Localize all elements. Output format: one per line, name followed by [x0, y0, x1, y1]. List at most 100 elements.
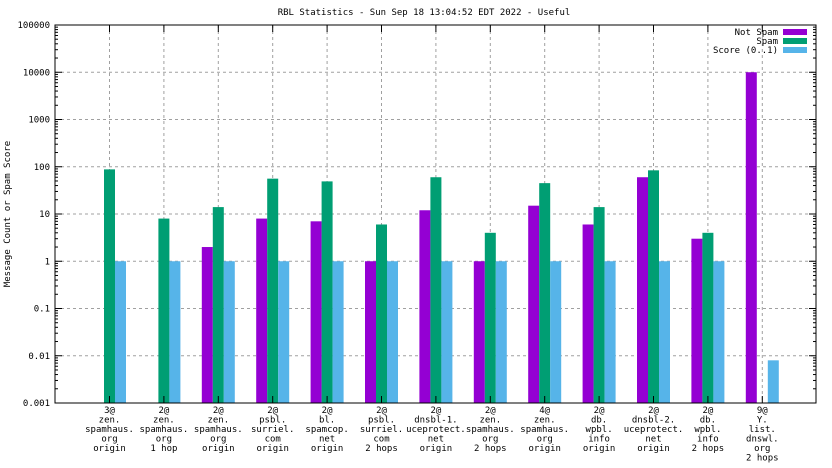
x-tick-label: com [373, 435, 389, 445]
x-tick-label: net [645, 435, 661, 445]
bar-score-0-1 [767, 360, 779, 403]
bar-not-spam [691, 238, 703, 403]
x-tick-label: db. [591, 416, 607, 426]
y-tick-label: 1 [45, 257, 50, 267]
x-tick-label: com [265, 435, 281, 445]
x-tick-label: wpbl. [694, 425, 721, 435]
bar-spam [539, 183, 551, 403]
bar-score-0-1 [604, 261, 616, 403]
x-tick-label: net [428, 435, 444, 445]
bar-not-spam [637, 177, 648, 403]
x-tick-label: uceprotect. [624, 425, 684, 435]
x-tick-label: psbl. [259, 416, 286, 426]
bar-score-0-1 [115, 261, 126, 403]
x-tick-label: 1 hop [150, 444, 177, 454]
x-tick-label: spamhaus. [520, 425, 569, 435]
bar-score-0-1 [169, 261, 181, 403]
x-tick-label: zen. [153, 416, 175, 426]
x-tick-label: origin [311, 444, 344, 454]
x-tick-label: org [754, 444, 770, 454]
x-tick-label: origin [583, 444, 616, 454]
x-tick-label: zen. [207, 416, 229, 426]
bars [104, 72, 779, 403]
x-tick-label: 2@ [322, 406, 333, 416]
x-tick-label: org [210, 435, 226, 445]
bar-score-0-1 [441, 261, 453, 403]
x-tick-label: info [697, 435, 719, 445]
y-tick-label: 0.001 [23, 399, 50, 409]
x-tick-label: 2@ [267, 406, 278, 416]
x-tick-label: bl. [319, 416, 335, 426]
x-tick-label: spamhaus. [194, 425, 243, 435]
x-tick-label: 2@ [485, 406, 496, 416]
bar-spam [648, 170, 659, 403]
bar-score-0-1 [278, 261, 290, 403]
axes: 1000001000010001001010.10.010.0013@zen.s… [17, 21, 817, 464]
bar-not-spam [310, 221, 322, 403]
y-tick-label: 100000 [17, 21, 50, 31]
legend-swatch [783, 29, 807, 35]
bar-score-0-1 [495, 261, 507, 403]
x-tick-label: dnsbl-2. [632, 416, 675, 426]
x-tick-label: org [101, 435, 117, 445]
x-tick-label: origin [202, 444, 235, 454]
x-tick-label: psbl. [368, 416, 395, 426]
bar-spam [430, 177, 442, 403]
x-tick-label: info [588, 435, 610, 445]
x-tick-label: list. [749, 425, 776, 435]
x-tick-label: spamhaus. [140, 425, 189, 435]
legend-swatch [783, 47, 807, 53]
bar-score-0-1 [223, 261, 235, 403]
x-tick-label: uceprotect. [406, 425, 466, 435]
bar-score-0-1 [387, 261, 398, 403]
x-tick-label: dnswl. [746, 435, 779, 445]
chart-title: RBL Statistics - Sun Sep 18 13:04:52 EDT… [278, 8, 571, 18]
x-tick-label: 2 hops [474, 444, 507, 454]
x-tick-label: origin [256, 444, 289, 454]
legend-swatch [783, 38, 807, 44]
x-tick-label: surriel. [251, 425, 294, 435]
x-tick-label: 3@ [104, 406, 115, 416]
bar-not-spam [419, 210, 431, 403]
x-tick-label: spamcop. [305, 425, 348, 435]
x-tick-label: origin [420, 444, 453, 454]
x-tick-label: 9@ [757, 406, 768, 416]
bar-spam [212, 207, 224, 403]
x-tick-label: org [537, 435, 553, 445]
bar-score-0-1 [659, 261, 670, 403]
x-tick-label: dnsbl-1. [414, 416, 457, 426]
x-tick-label: 2 hops [692, 444, 725, 454]
x-tick-label: 2@ [648, 406, 659, 416]
bar-spam [158, 218, 170, 403]
x-tick-label: 2@ [158, 406, 169, 416]
x-tick-label: surriel. [360, 425, 403, 435]
x-tick-label: 2@ [594, 406, 605, 416]
x-tick-label: net [319, 435, 335, 445]
bar-spam [104, 169, 115, 403]
bar-not-spam [528, 205, 540, 403]
bar-score-0-1 [713, 261, 725, 403]
y-tick-label: 100 [34, 163, 50, 173]
x-tick-label: Y. [757, 416, 768, 426]
plot-frame [54, 24, 817, 404]
bar-not-spam [365, 261, 376, 403]
x-tick-label: spamhaus. [85, 425, 134, 435]
y-tick-label: 1000 [28, 116, 50, 126]
bar-score-0-1 [332, 261, 344, 403]
x-tick-label: wpbl. [586, 425, 613, 435]
x-tick-label: zen. [479, 416, 501, 426]
bar-spam [321, 181, 333, 403]
legend-label: Score (0..1) [713, 46, 778, 56]
bar-spam [267, 178, 279, 403]
bar-not-spam [582, 224, 594, 403]
y-axis-label: Message Count or Spam Score [3, 141, 13, 287]
x-tick-label: zen. [99, 416, 121, 426]
x-tick-label: org [156, 435, 172, 445]
bar-not-spam [473, 261, 485, 403]
x-tick-label: 2@ [376, 406, 387, 416]
x-tick-label: 2 hops [365, 444, 398, 454]
bar-spam [702, 232, 714, 403]
x-tick-label: 2@ [430, 406, 441, 416]
